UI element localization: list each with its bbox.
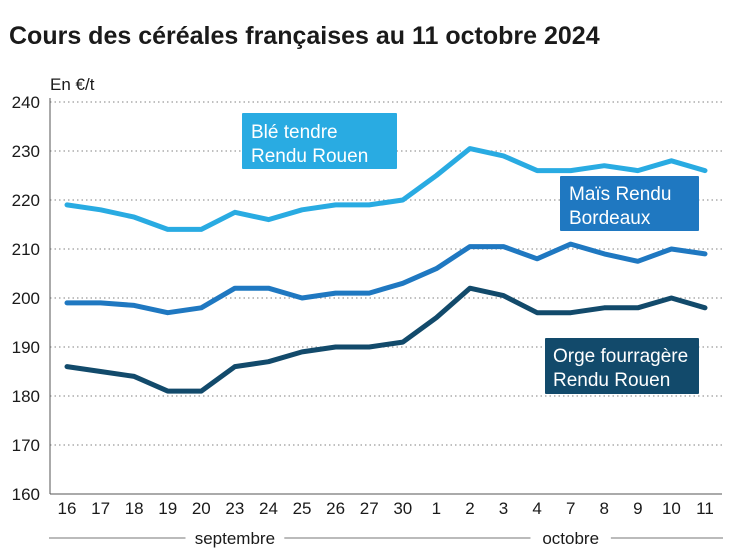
y-tick-label: 210 [12, 240, 40, 259]
month-label: octobre [542, 529, 599, 548]
x-tick-label: 4 [532, 499, 541, 518]
x-tick-label: 7 [566, 499, 575, 518]
series-label-box-orge [545, 338, 699, 394]
x-tick-label: 1 [432, 499, 441, 518]
month-label: septembre [195, 529, 275, 548]
x-tick-label: 23 [225, 499, 244, 518]
x-tick-label: 8 [600, 499, 609, 518]
y-tick-label: 240 [12, 93, 40, 112]
series-label-ble: Rendu Rouen [251, 146, 368, 167]
series-label-box-ble [242, 113, 397, 169]
x-tick-label: 3 [499, 499, 508, 518]
x-tick-label: 19 [158, 499, 177, 518]
y-axis-label: En €/t [50, 75, 95, 94]
x-tick-label: 18 [125, 499, 144, 518]
series-label-mais: Bordeaux [569, 208, 651, 229]
chart-title: Cours des céréales françaises au 11 octo… [9, 22, 600, 50]
y-tick-label: 170 [12, 436, 40, 455]
x-tick-label: 16 [58, 499, 77, 518]
y-tick-label: 160 [12, 485, 40, 504]
series-label-orge: Orge fourragère [553, 346, 688, 367]
x-tick-label: 9 [633, 499, 642, 518]
x-tick-label: 20 [192, 499, 211, 518]
y-tick-label: 200 [12, 289, 40, 308]
series-label-box-mais [560, 176, 699, 231]
series-line-ble [64, 146, 708, 232]
x-tick-label: 27 [360, 499, 379, 518]
series-label-orge: Rendu Rouen [553, 370, 670, 391]
y-tick-label: 180 [12, 387, 40, 406]
y-tick-label: 230 [12, 142, 40, 161]
x-tick-label: 17 [91, 499, 110, 518]
x-tick-label: 24 [259, 499, 278, 518]
series-line-mais [64, 241, 708, 316]
series-line-orge [64, 285, 708, 394]
x-tick-label: 25 [293, 499, 312, 518]
series-label-mais: Maïs Rendu [569, 184, 671, 205]
x-tick-label: 10 [662, 499, 681, 518]
x-tick-label: 30 [393, 499, 412, 518]
x-tick-label: 11 [696, 499, 714, 518]
series-label-ble: Blé tendre [251, 122, 338, 143]
x-tick-label: 2 [465, 499, 474, 518]
x-tick-label: 26 [326, 499, 345, 518]
y-tick-label: 190 [12, 338, 40, 357]
y-tick-label: 220 [12, 191, 40, 210]
